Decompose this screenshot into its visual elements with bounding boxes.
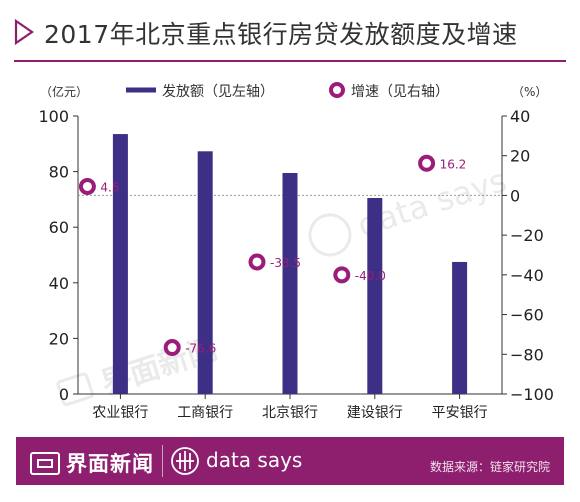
left-tick-label: 40 [49, 274, 69, 293]
left-tick-label: 100 [38, 107, 69, 126]
right-tick-label: −100 [510, 385, 554, 404]
left-tick-label: 80 [49, 163, 69, 182]
footer-datasays: data says [206, 448, 303, 472]
left-tick-label: 0 [59, 385, 69, 404]
growth-data-label: 16.2 [440, 157, 467, 171]
watermark-logo-icon [56, 372, 94, 407]
bar [112, 134, 128, 394]
growth-point [418, 154, 436, 172]
left-axis-unit: （亿元） [40, 84, 88, 99]
bar [282, 172, 298, 394]
legend-bar-label: 发放额（见左轴） [162, 84, 274, 100]
right-tick-label: 20 [510, 147, 530, 166]
growth-point [163, 339, 181, 357]
growth-point [333, 266, 351, 284]
x-tick-label: 建设银行 [347, 405, 403, 421]
growth-data-label: -76.6 [185, 342, 216, 356]
right-tick-label: 0 [510, 186, 520, 205]
x-tick-label: 农业银行 [92, 405, 148, 421]
datasays-logo-icon [171, 447, 199, 475]
right-axis-unit: （%） [512, 85, 547, 99]
footer-brand: 界面新闻 [66, 452, 154, 476]
growth-data-label: 4.5 [100, 180, 119, 194]
chart-title: 2017年北京重点银行房贷发放额度及增速 [44, 20, 518, 49]
title-arrow-icon [14, 19, 34, 45]
legend-dot-swatch [329, 82, 345, 98]
watermark-datasays-icon [308, 213, 352, 257]
right-tick-label: −40 [510, 266, 544, 285]
x-tick-label: 平安银行 [432, 405, 488, 421]
right-tick-label: −80 [510, 345, 544, 364]
right-tick-label: −60 [510, 306, 544, 325]
x-tick-label: 工商银行 [177, 405, 233, 421]
x-tick-label: 北京银行 [262, 405, 318, 421]
growth-data-label: -40.0 [355, 269, 386, 283]
data-source: 数据来源：链家研究院 [429, 460, 550, 474]
footer-banner: 界面新闻 data says 数据来源：链家研究院 [16, 437, 564, 485]
right-tick-label: −20 [510, 226, 544, 245]
left-tick-label: 60 [49, 218, 69, 237]
left-tick-label: 20 [49, 329, 69, 348]
growth-point [248, 253, 266, 271]
bar [367, 198, 383, 394]
right-tick-label: 40 [510, 107, 530, 126]
legend-dot-label: 增速（见右轴） [351, 84, 449, 100]
growth-data-label: -33.5 [270, 256, 301, 270]
growth-point [78, 177, 96, 195]
brand-logo-icon [30, 452, 60, 475]
bar [452, 261, 468, 394]
bar [197, 151, 213, 394]
footer-divider [162, 445, 163, 477]
title-divider [14, 60, 566, 62]
